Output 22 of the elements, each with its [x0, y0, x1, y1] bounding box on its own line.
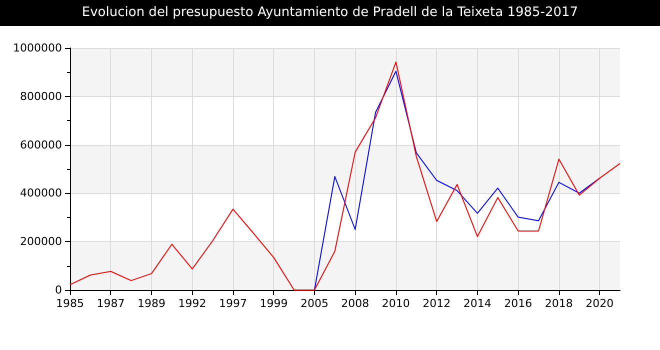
x-tick-label: 2014	[463, 297, 492, 310]
x-tick-label: 2018	[544, 297, 573, 310]
line-series	[314, 70, 600, 290]
x-tick-label: 1999	[260, 297, 288, 310]
x-tick-label: 1992	[178, 297, 206, 310]
x-tick-label: 1987	[96, 297, 125, 310]
x-tick-label: 2005	[300, 297, 328, 310]
x-tick-label: 1989	[137, 297, 166, 310]
y-tick-label: 800000	[20, 90, 62, 103]
y-tick-label: 0	[55, 284, 62, 296]
x-tick-label: 1985	[56, 297, 84, 310]
y-tick-label: 1000000	[13, 42, 62, 54]
x-tick-label: 2010	[382, 297, 410, 310]
x-tick-label: 2008	[341, 297, 370, 310]
y-tick-label: 400000	[20, 186, 62, 200]
y-tick-label: 600000	[20, 138, 62, 152]
x-tick-label: 1997	[218, 297, 247, 310]
y-tick-label: 200000	[20, 235, 62, 248]
x-tick-label: 2016	[504, 297, 532, 310]
x-tick-label: 2020	[586, 297, 614, 310]
chart-title: Evolucion del presupuesto Ayuntamiento de Pradell de la Teixeta 1985-2017	[0, 0, 660, 26]
x-tick-label: 2012	[422, 297, 451, 310]
